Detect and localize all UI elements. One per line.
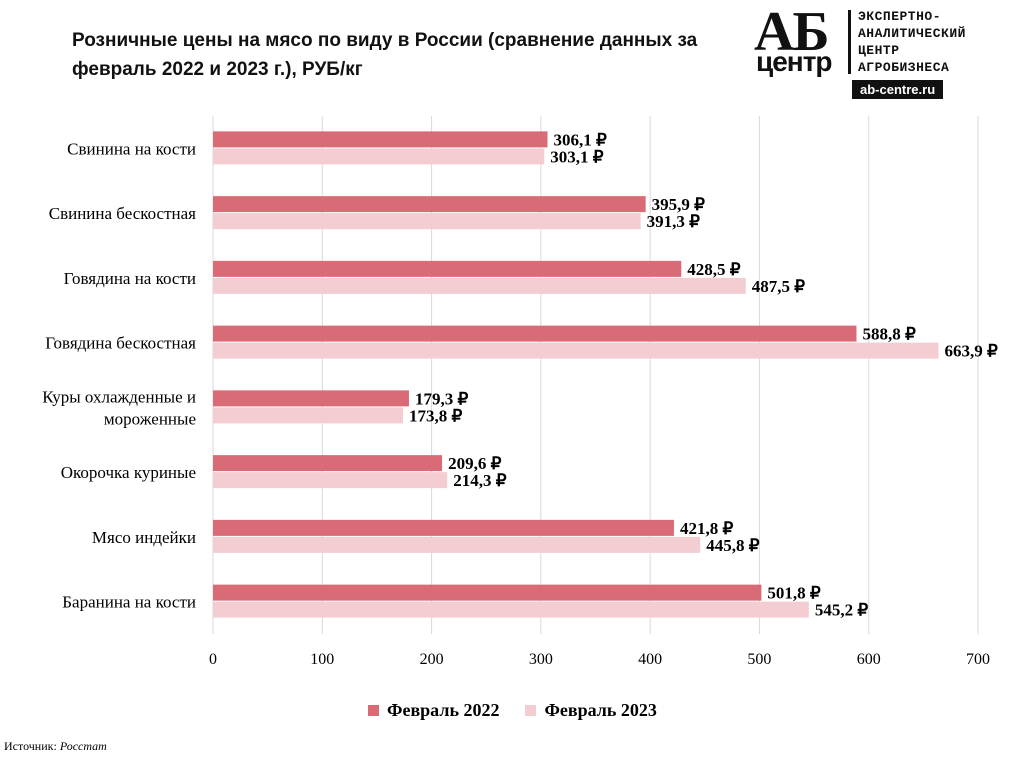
- bar-2022: [213, 519, 674, 536]
- data-label: 501,8 ₽: [767, 584, 821, 603]
- bar-2022: [213, 390, 409, 407]
- bar-2023: [213, 148, 545, 165]
- data-label: 209,6 ₽: [448, 454, 502, 473]
- x-tick-label: 500: [747, 651, 771, 668]
- data-label: 487,5 ₽: [752, 277, 806, 296]
- logo-line-2: АНАЛИТИЧЕСКИЙ: [858, 26, 966, 41]
- data-label: 588,8 ₽: [862, 325, 916, 344]
- source-value: Росстат: [59, 739, 107, 753]
- logo-line-4: АГРОБИЗНЕСА: [858, 60, 950, 75]
- x-tick-label: 200: [420, 651, 444, 668]
- bar-2022: [213, 260, 682, 277]
- data-label: 445,8 ₽: [706, 536, 760, 555]
- data-label: 395,9 ₽: [652, 195, 706, 214]
- category-label: Окорочка куриные: [61, 463, 196, 482]
- bar-2022: [213, 325, 857, 342]
- data-label: 545,2 ₽: [815, 601, 869, 620]
- legend-item-2023: Февраль 2023: [525, 700, 657, 721]
- legend-swatch-2022: [368, 705, 379, 716]
- bar-2023: [213, 342, 939, 359]
- data-label: 421,8 ₽: [680, 519, 734, 538]
- bar-2023: [213, 536, 701, 553]
- data-label: 214,3 ₽: [453, 471, 507, 490]
- data-label: 428,5 ₽: [687, 260, 741, 279]
- category-label: Свинина бескостная: [49, 204, 196, 223]
- logo-word: центр: [756, 46, 833, 77]
- category-label: Говядина бескостная: [45, 334, 196, 353]
- logo-abbr: АБ: [754, 1, 829, 63]
- bar-2023: [213, 277, 746, 294]
- logo-line-3: ЦЕНТР: [858, 43, 900, 58]
- category-label: Куры охлажденные и мороженные: [42, 387, 196, 428]
- bar-2023: [213, 472, 448, 489]
- chart-legend: Февраль 2022 Февраль 2023: [368, 700, 657, 721]
- logo-caption: ЭКСПЕРТНО- АНАЛИТИЧЕСКИЙ ЦЕНТР АГРОБИЗНЕ…: [858, 8, 966, 76]
- legend-item-2022: Февраль 2022: [368, 700, 499, 721]
- logo-divider: [848, 10, 851, 74]
- x-tick-label: 600: [857, 651, 881, 668]
- category-label: Свинина на кости: [67, 139, 196, 158]
- data-label: 306,1 ₽: [554, 130, 608, 149]
- bar-2022: [213, 584, 762, 601]
- bar-2022: [213, 196, 646, 213]
- category-label: Говядина на кости: [64, 269, 196, 288]
- data-label: 173,8 ₽: [409, 406, 463, 425]
- bar-2023: [213, 213, 641, 230]
- x-tick-label: 700: [966, 651, 990, 668]
- source-label: Источник:: [4, 739, 57, 753]
- legend-swatch-2023: [525, 705, 537, 716]
- data-label: 391,3 ₽: [647, 212, 701, 231]
- bar-2022: [213, 455, 443, 472]
- bar-2023: [213, 601, 809, 618]
- logo-line-1: ЭКСПЕРТНО-: [858, 9, 942, 24]
- bar-chart: 0 100 200 300 400 500 600 700 Свинина на кости 30…: [42, 116, 999, 668]
- chart-title: Розничные цены на мясо по виду в России …: [72, 30, 698, 80]
- category-label: Баранина на кости: [62, 593, 196, 612]
- source-note: Источник: Росстат: [4, 739, 107, 754]
- data-label: 663,9 ₽: [945, 342, 999, 361]
- logo-site: ab-centre.ru: [852, 80, 944, 99]
- x-tick-label: 0: [209, 651, 217, 668]
- x-tick-label: 100: [310, 651, 334, 668]
- legend-label-2023: Февраль 2023: [544, 700, 657, 720]
- x-tick-label: 300: [529, 651, 553, 668]
- legend-label-2022: Февраль 2022: [387, 700, 500, 720]
- ab-centre-logo: АБ центр ЭКСПЕРТНО- АНАЛИТИЧЕСКИЙ ЦЕНТР …: [752, 1, 1002, 102]
- bar-2022: [213, 131, 548, 148]
- bar-2023: [213, 407, 403, 424]
- x-tick-label: 400: [638, 651, 662, 668]
- data-label: 179,3 ₽: [415, 389, 469, 408]
- data-label: 303,1 ₽: [550, 147, 604, 166]
- category-label: Мясо индейки: [92, 528, 196, 547]
